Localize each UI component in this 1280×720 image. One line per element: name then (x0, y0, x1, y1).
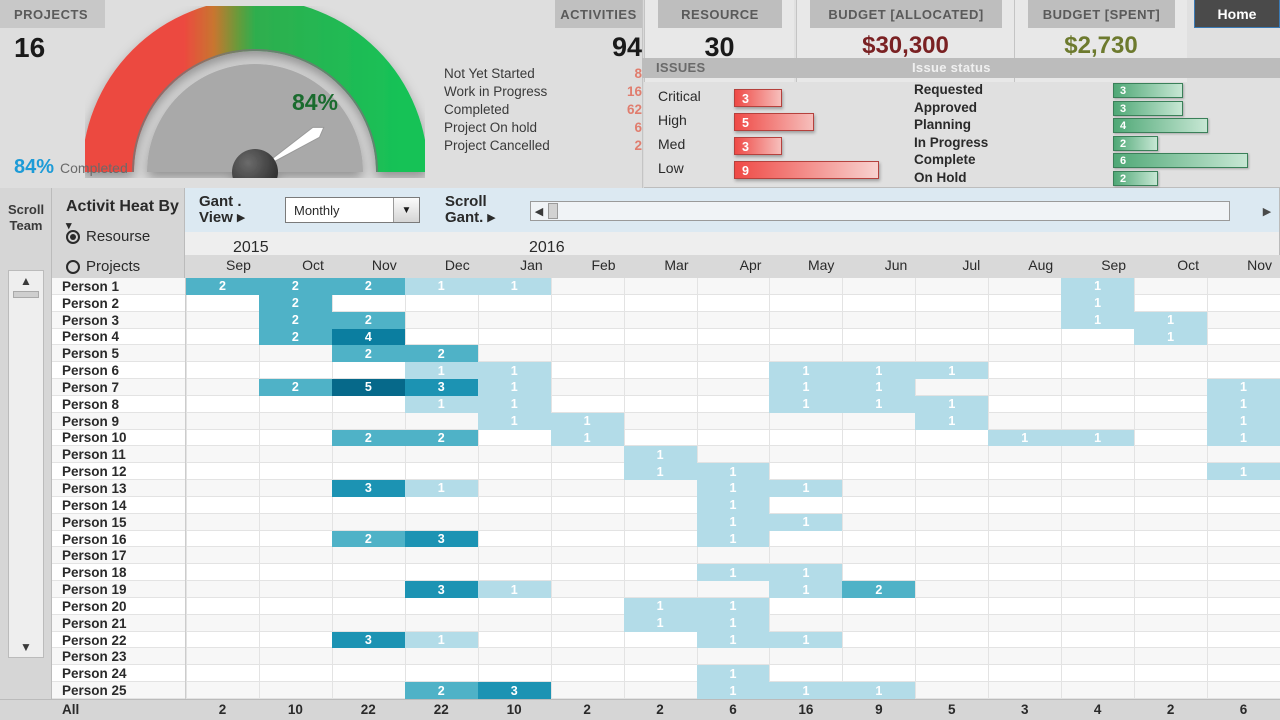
svg-text:84%: 84% (292, 89, 338, 115)
